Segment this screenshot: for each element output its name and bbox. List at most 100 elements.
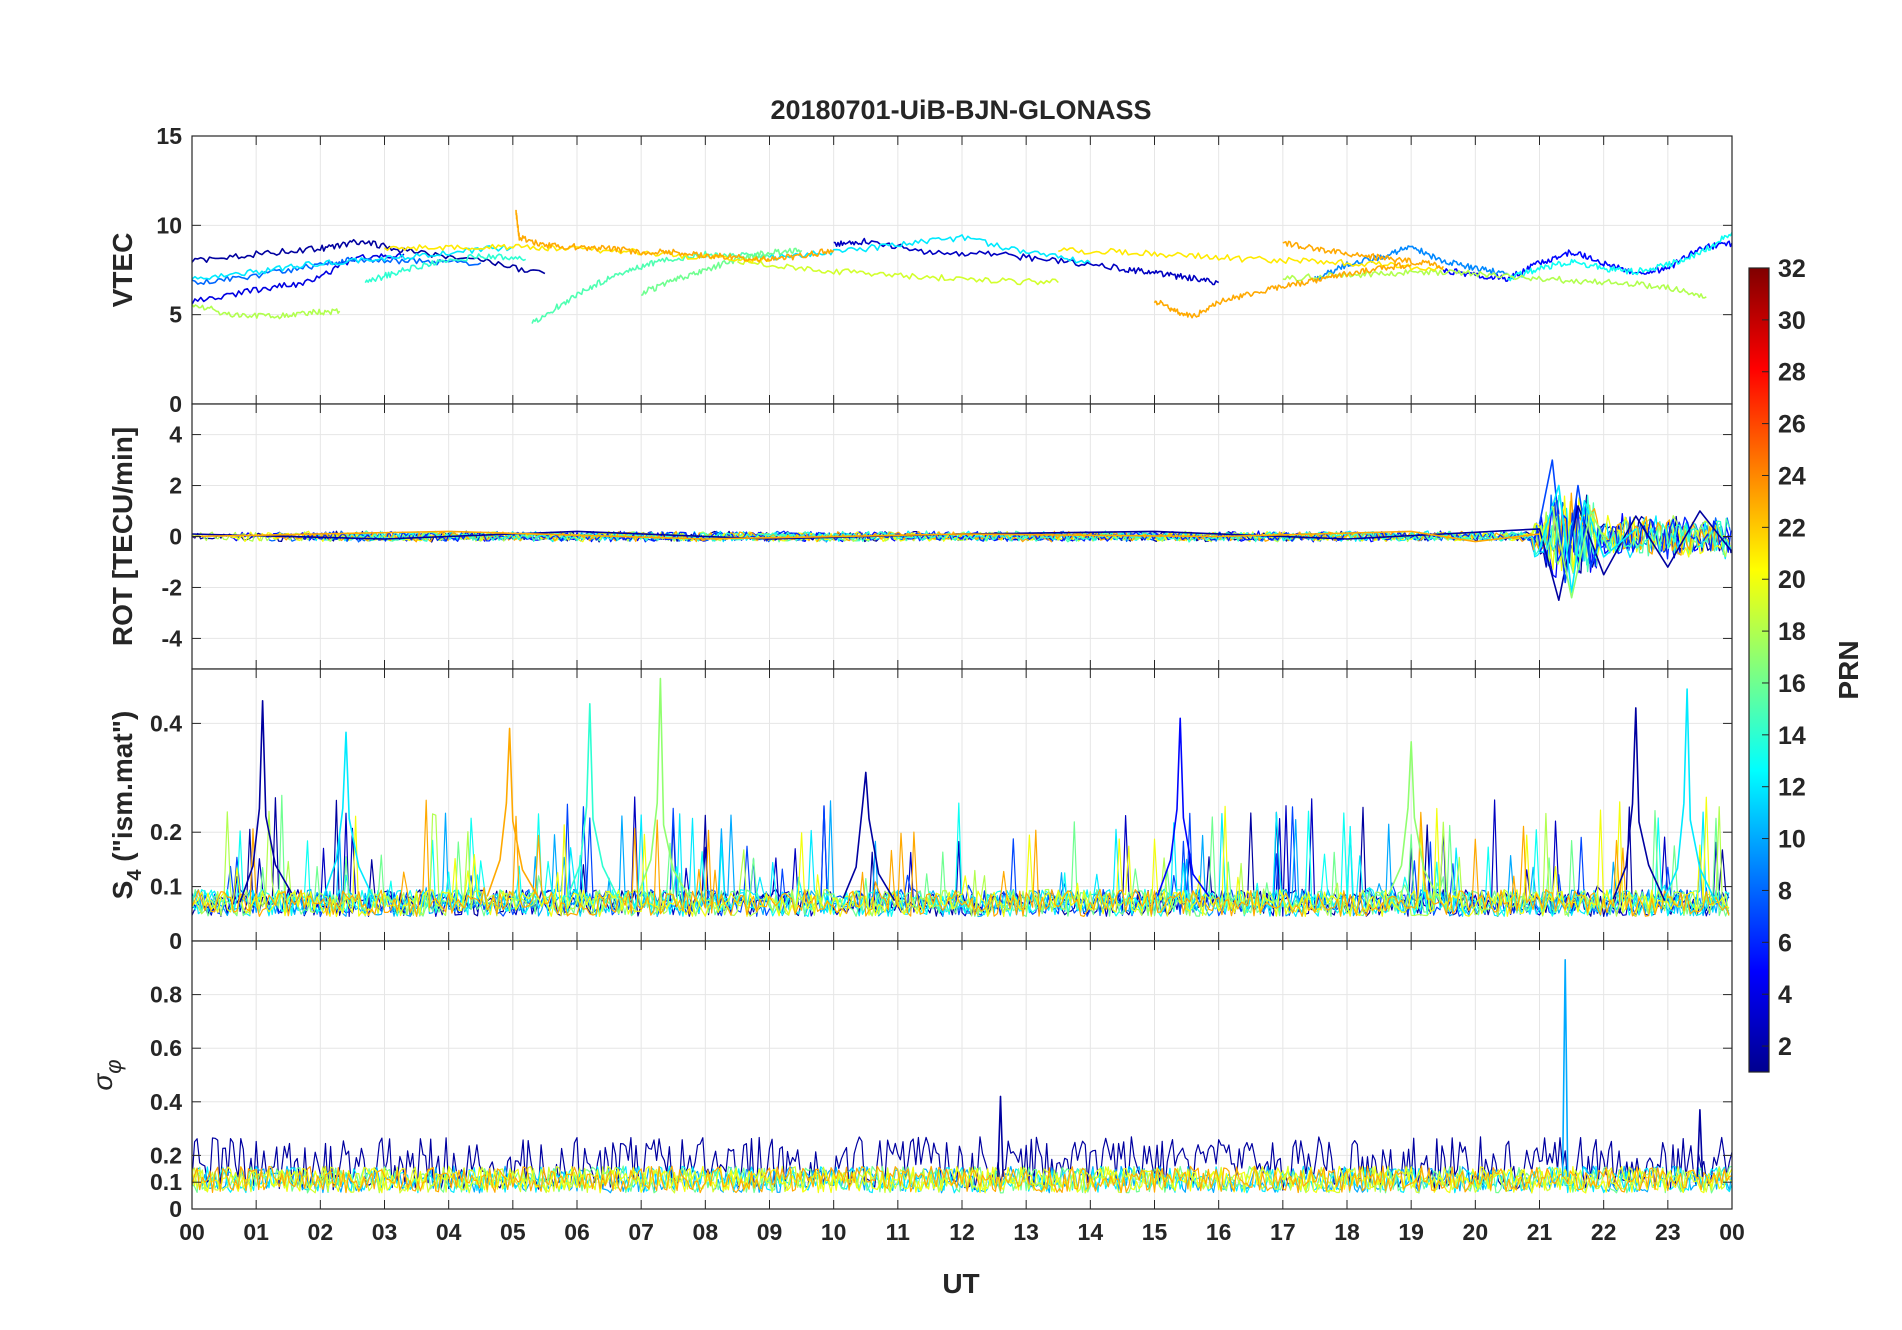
s4-series-line — [192, 796, 1730, 918]
sigma-phi-series-group — [192, 959, 1732, 1194]
vtec-series-line — [192, 256, 482, 285]
colorbar-tick-label: 30 — [1778, 307, 1806, 335]
s4-peak-line — [842, 771, 896, 902]
x-tick-label: 06 — [564, 1219, 590, 1245]
rot-y-tick-label: 2 — [169, 473, 182, 499]
sigma-phi-y-tick-label: 0.4 — [150, 1089, 182, 1115]
panel-vtec: 0 5 10 15 VTEC — [107, 123, 1733, 417]
x-tick-label: 13 — [1013, 1219, 1039, 1245]
colorbar-tick-label: 26 — [1778, 411, 1806, 439]
vtec-series-line — [192, 303, 341, 320]
s4-series-line — [192, 799, 1730, 917]
rot-y-tick-label: -4 — [162, 625, 183, 651]
x-tick-label: 07 — [628, 1219, 654, 1245]
x-tick-label: 10 — [821, 1219, 847, 1245]
colorbar-tick-label: 32 — [1778, 255, 1806, 283]
vtec-series-line — [1282, 240, 1444, 270]
x-tick-label: 17 — [1270, 1219, 1296, 1245]
x-tick-label: 08 — [693, 1219, 719, 1245]
vtec-series-line — [768, 234, 1091, 264]
s4-peak-line — [637, 677, 690, 898]
vtec-series-group — [192, 209, 1732, 324]
sigma-phi-peak-line — [1561, 959, 1569, 1177]
x-tick-label: 15 — [1142, 1219, 1168, 1245]
x-axis-label: UT — [942, 1268, 979, 1299]
s4-peak-line — [1663, 688, 1717, 903]
x-tick-label: 02 — [308, 1219, 334, 1245]
rot-spike-line — [192, 530, 1540, 543]
vtec-series-line — [531, 250, 771, 324]
panel-s4: 00.10.20.4S4 ("ism.mat") — [107, 668, 1733, 954]
sigma-phi-y-axis-label: σφ — [87, 1059, 126, 1090]
x-tick-label: 00 — [1719, 1219, 1745, 1245]
x-tick-label: 01 — [243, 1219, 269, 1245]
s4-peak-line — [322, 731, 376, 902]
vtec-series-line — [1442, 240, 1732, 282]
vtec-y-tick-label: 10 — [156, 212, 182, 238]
x-tick-labels: 00 01 02 03 04 05 06 07 08 09 10 11 12 13 14 15 16 17 18 19… — [179, 1219, 1745, 1245]
x-tick-label: 21 — [1527, 1219, 1553, 1245]
s4-y-label-main: S — [107, 881, 138, 900]
vtec-series-line — [515, 209, 835, 263]
x-tick-label: 19 — [1398, 1219, 1424, 1245]
x-tick-label: 09 — [757, 1219, 783, 1245]
rot-spike-line — [192, 505, 1732, 601]
colorbar-tick-label: 20 — [1778, 566, 1806, 594]
colorbar-tick-label: 4 — [1778, 981, 1792, 1009]
x-tick-label: 20 — [1463, 1219, 1489, 1245]
chart-title: 20180701-UiB-BJN-GLONASS — [770, 95, 1151, 125]
sigma-phi-y-tick-label: 0.1 — [150, 1169, 182, 1195]
s4-peak-line — [1612, 707, 1666, 901]
colorbar-tick-label: 8 — [1778, 877, 1792, 905]
sigma-phi-y-tick-label: 0.8 — [150, 982, 182, 1008]
rot-y-tick-label: -2 — [162, 574, 182, 600]
x-tick-label: 11 — [886, 1219, 911, 1245]
rot-series-group — [192, 459, 1732, 601]
vtec-series-line — [833, 237, 1220, 286]
s4-series-group — [192, 677, 1730, 918]
x-tick-label: 23 — [1655, 1219, 1681, 1245]
vtec-series-line — [1507, 232, 1732, 282]
s4-peak-line — [239, 700, 293, 903]
colorbar-tick-label: 12 — [1778, 774, 1806, 802]
colorbar-tick-label: 2 — [1778, 1033, 1792, 1061]
sigma-phi-y-tick-label: 0.6 — [150, 1035, 182, 1061]
colorbar-tick-label: 10 — [1778, 826, 1806, 854]
s4-y-axis-label: S4 ("ism.mat") — [107, 711, 146, 900]
vtec-y-tick-label: 0 — [169, 391, 182, 417]
colorbar-tick-label: 28 — [1778, 359, 1806, 387]
colorbar-tick-label: 16 — [1778, 670, 1806, 698]
sigma-phi-y-tick-label: 0 — [169, 1196, 182, 1222]
sigma-phi-y-tick-label: 0.2 — [150, 1142, 182, 1168]
sigma-phi-series-line — [192, 1165, 1732, 1194]
colorbar-tick-label: 14 — [1778, 722, 1806, 750]
vtec-series-line — [1282, 268, 1707, 299]
s4-y-label-rest: ("ism.mat") — [107, 711, 138, 870]
x-tick-label: 00 — [179, 1219, 205, 1245]
x-tick-label: 03 — [372, 1219, 398, 1245]
vtec-series-line — [1314, 245, 1508, 282]
colorbar-gradient — [1748, 267, 1770, 1073]
sigma-phi-y-label-main: σ — [87, 1073, 118, 1091]
sigma-phi-series-line — [192, 1165, 1732, 1194]
sigma-phi-series-line — [192, 1165, 1732, 1194]
x-tick-label: 14 — [1078, 1219, 1104, 1245]
panel-rot: -4 -2 0 2 4 ROT [TECU/min] — [107, 403, 1733, 670]
s4-peak-line — [566, 703, 620, 900]
vtec-series-line — [736, 258, 1059, 286]
sigma-phi-peak-line — [997, 1095, 1004, 1177]
vtec-series-line — [192, 244, 514, 280]
s4-peak-line — [1156, 717, 1210, 897]
vtec-series-line — [641, 247, 803, 296]
colorbar-tick-label: 22 — [1778, 514, 1806, 542]
s4-y-tick-label: 0.2 — [150, 819, 182, 845]
rot-spike-line — [1538, 484, 1637, 594]
sigma-phi-y-label-sub: φ — [101, 1059, 126, 1073]
sigma-phi-peak-line — [1696, 1109, 1704, 1177]
s4-y-tick-label: 0.1 — [150, 874, 182, 900]
colorbar-tick-label: 18 — [1778, 618, 1806, 646]
x-tick-label: 16 — [1206, 1219, 1232, 1245]
